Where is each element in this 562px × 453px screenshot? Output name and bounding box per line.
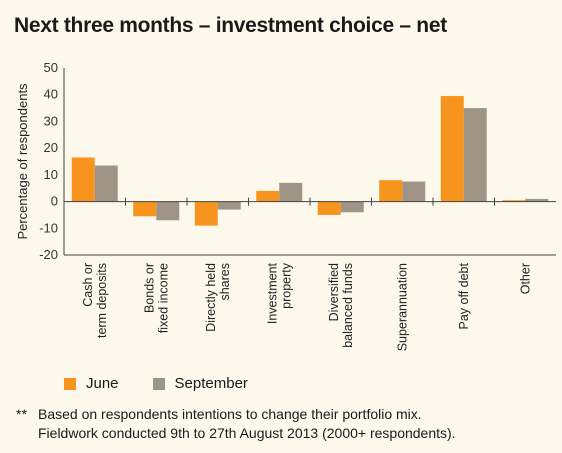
legend-swatch-september	[152, 377, 165, 390]
y-tick-label: 20	[44, 140, 58, 155]
y-tick-label: 0	[51, 194, 58, 209]
y-tick-label: 10	[44, 167, 58, 182]
chart-title: Next three months – investment choice – …	[14, 14, 447, 37]
category-label-line: property	[279, 262, 293, 309]
category-label: Bonds or fixed income	[142, 263, 170, 333]
bar-june-7	[502, 200, 526, 202]
category-label-line: Superannuation	[395, 263, 409, 351]
category-label-line: Bonds or	[142, 263, 156, 313]
bar-september-5	[402, 181, 426, 202]
category-label: Directly held shares	[204, 263, 232, 332]
bar-september-3	[279, 182, 303, 202]
category-label-line: Pay off debt	[457, 262, 471, 329]
y-tick-label: -10	[39, 220, 58, 235]
legend-swatch-june	[64, 377, 76, 390]
y-tick-labels: 50 40 30 20 10 0 -10 -20	[39, 60, 58, 262]
footnote-line-1: ** Based on respondents intentions to cha…	[16, 405, 456, 424]
footnote-text-1: Based on respondents intentions to chang…	[38, 406, 422, 422]
bar-june-1	[133, 201, 157, 217]
bar-chart: Percentage of respondents 50 40 30 20 10 0 -10…	[15, 60, 556, 351]
category-label-line: Other	[518, 263, 532, 294]
bar-june-5	[379, 180, 403, 202]
y-axis-title-group: Percentage of respondents	[15, 83, 30, 240]
category-label: Other	[518, 263, 532, 294]
y-tick-label: -20	[39, 247, 58, 262]
legend-item-june: June	[64, 375, 119, 392]
footnote-mark: **	[16, 406, 27, 422]
bar-june-6	[440, 96, 464, 202]
legend-label-june: June	[86, 375, 119, 392]
bar-september-6	[463, 108, 487, 202]
bar-september-4	[340, 201, 364, 213]
category-label-line: fixed income	[156, 263, 170, 333]
category-label-line: Diversified	[327, 263, 341, 321]
category-label: Investment property	[265, 262, 293, 324]
bar-june-0	[71, 157, 95, 202]
category-label-line: Directly held	[204, 263, 218, 332]
bar-june-4	[317, 201, 341, 215]
category-label-line: balanced funds	[341, 263, 355, 348]
bar-september-7	[525, 198, 549, 202]
bar-september-0	[94, 165, 118, 202]
category-label: Pay off debt	[457, 262, 471, 329]
bar-june-3	[256, 190, 280, 202]
category-labels: Cash or term deposits Bonds or fixed income…	[81, 262, 533, 351]
footnote-text-2: Fieldwork conducted 9th to 27th August 2…	[38, 425, 456, 441]
legend: June September	[64, 375, 282, 392]
axes-group	[63, 68, 556, 256]
category-label: Cash or term deposits	[81, 263, 109, 338]
legend-item-september: September	[152, 375, 248, 392]
y-axis-title: Percentage of respondents	[15, 83, 30, 240]
footnote: ** Based on respondents intentions to cha…	[16, 405, 456, 443]
bar-september-2	[217, 201, 241, 210]
y-tick-label: 30	[44, 113, 58, 128]
category-label-line: shares	[218, 263, 232, 301]
y-tick-label: 40	[44, 87, 58, 102]
y-tick-label: 50	[44, 60, 58, 75]
bar-september-1	[156, 201, 180, 221]
category-label: Diversified balanced funds	[327, 263, 355, 348]
bars-group	[71, 96, 549, 226]
category-label-line: Investment	[265, 262, 279, 324]
bar-june-2	[194, 201, 218, 226]
category-label-line: term deposits	[95, 263, 109, 338]
category-label-line: Cash or	[81, 263, 95, 307]
category-label: Superannuation	[395, 263, 409, 351]
legend-label-september: September	[174, 375, 248, 392]
